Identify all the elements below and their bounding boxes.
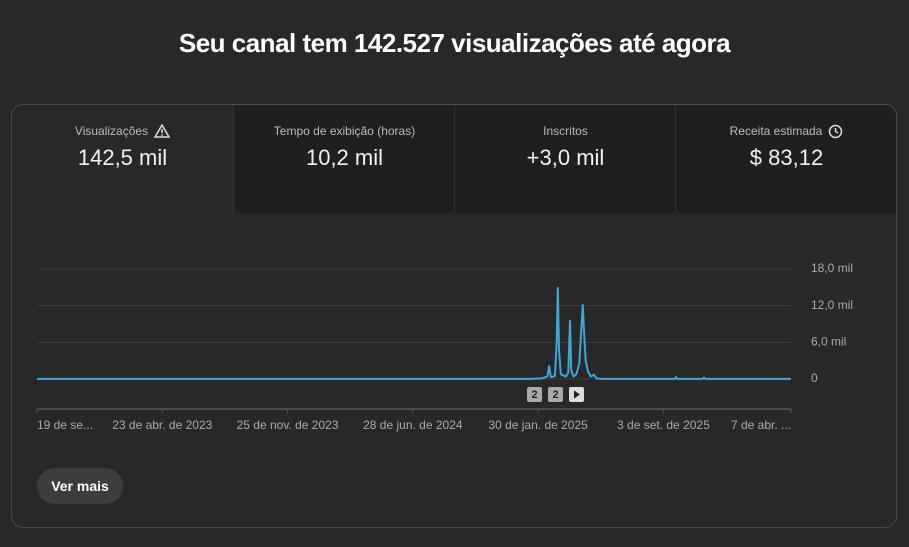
metric-value: +3,0 mil [526, 145, 605, 170]
metric-tab[interactable]: Tempo de exibição (horas) 10,2 mil [233, 105, 455, 213]
x-tick-label: 7 de abr. ... [731, 418, 791, 432]
x-tick-label: 3 de set. de 2025 [617, 418, 710, 432]
x-tick-label: 19 de se... [37, 418, 93, 432]
y-tick-label: 0 [811, 371, 818, 385]
clock-icon [829, 124, 843, 138]
analytics-card: Visualizações 142,5 mil Tempo de exibiçã… [11, 104, 897, 528]
metric-tab[interactable]: Receita estimada $ 83,12 [675, 105, 896, 213]
x-tick-label: 23 de abr. de 2023 [112, 418, 212, 432]
x-tick-label: 30 de jan. de 2025 [488, 418, 588, 432]
y-tick-label: 6,0 mil [811, 335, 846, 349]
annotation-label: 2 [531, 389, 537, 401]
annotation-badge [527, 387, 542, 402]
metric-value: $ 83,12 [749, 145, 824, 170]
warning-icon [154, 124, 171, 138]
metric-label: Receita estimada [729, 124, 823, 138]
y-tick-label: 18,0 mil [811, 261, 853, 275]
metric-value: 142,5 mil [77, 145, 168, 170]
play-icon [574, 390, 580, 399]
x-tick-label: 28 de jun. de 2024 [363, 418, 463, 432]
annotation-label: 2 [552, 389, 558, 401]
series-line [36, 286, 791, 380]
page-title: Seu canal tem 142.527 visualizações até … [178, 28, 731, 58]
metric-label: Tempo de exibição (horas) [273, 124, 416, 138]
see-more-button[interactable]: Ver mais [37, 468, 123, 504]
annotation-badge [548, 387, 563, 402]
metric-value: 10,2 mil [305, 145, 384, 170]
metric-label: Visualizações [74, 124, 149, 138]
metric-tab[interactable]: Visualizações 142,5 mil [12, 105, 233, 213]
metric-tab[interactable]: Inscritos +3,0 mil [454, 105, 676, 213]
y-tick-label: 12,0 mil [811, 298, 853, 312]
x-tick-label: 25 de nov. de 2023 [237, 418, 339, 432]
metric-label: Inscritos [543, 124, 588, 138]
